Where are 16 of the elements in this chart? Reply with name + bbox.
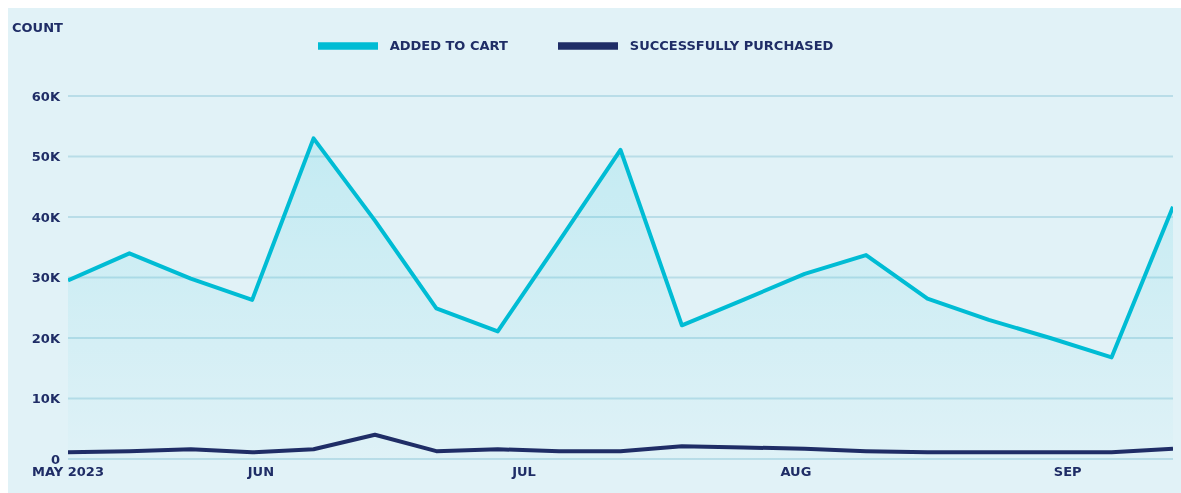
x-tick-label: SEP <box>1053 464 1082 480</box>
x-tick-label: MAY 2023 <box>32 464 104 480</box>
y-tick-label: 20K <box>31 330 61 346</box>
y-tick-label: 50K <box>31 149 61 165</box>
y-tick-label: 0 <box>50 451 60 467</box>
y-tick-label: 40K <box>31 209 61 225</box>
line-series <box>68 432 1173 455</box>
y-tick-label: 10K <box>31 391 61 407</box>
y-tick-label: 60K <box>31 88 61 104</box>
y-axis-title: COUNT <box>12 20 63 35</box>
x-tick-label: AUG <box>780 464 812 480</box>
legend-label: ADDED TO CART <box>389 37 508 53</box>
x-tick-label: JUL <box>511 464 536 480</box>
legend-label: SUCCESSFULLY PURCHASED <box>629 37 834 53</box>
x-tick-label: JUN <box>246 464 275 480</box>
y-tick-label: 30K <box>31 270 61 286</box>
